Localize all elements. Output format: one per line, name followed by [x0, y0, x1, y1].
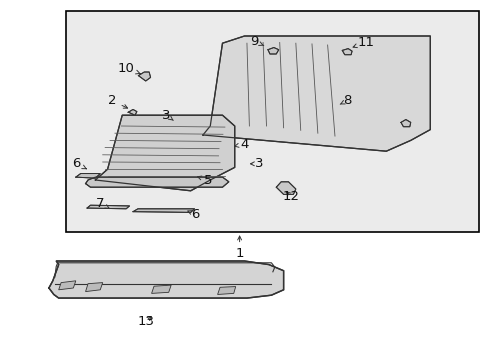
Polygon shape — [400, 120, 410, 127]
Text: 6: 6 — [72, 157, 86, 170]
Text: 12: 12 — [282, 190, 299, 203]
Polygon shape — [276, 182, 295, 194]
Text: 9: 9 — [249, 35, 263, 48]
Text: 5: 5 — [197, 174, 212, 186]
Polygon shape — [85, 283, 102, 292]
Polygon shape — [59, 281, 76, 290]
Text: 8: 8 — [340, 94, 351, 107]
Polygon shape — [95, 115, 234, 191]
Bar — [66, 11, 478, 232]
Polygon shape — [128, 109, 137, 115]
Polygon shape — [267, 48, 278, 54]
Text: 3: 3 — [162, 109, 173, 122]
Polygon shape — [76, 174, 100, 178]
Polygon shape — [85, 177, 228, 187]
Text: 1: 1 — [235, 236, 244, 260]
Text: 7: 7 — [96, 197, 109, 210]
Text: 13: 13 — [137, 315, 154, 328]
Text: 11: 11 — [352, 36, 373, 49]
Polygon shape — [151, 285, 171, 293]
Text: 4: 4 — [234, 138, 248, 150]
Text: 10: 10 — [118, 62, 140, 75]
Polygon shape — [133, 209, 194, 212]
Text: 2: 2 — [108, 94, 127, 108]
Text: 3: 3 — [250, 157, 263, 170]
Text: 6: 6 — [187, 208, 200, 221]
Polygon shape — [138, 72, 150, 81]
Polygon shape — [49, 261, 283, 298]
Polygon shape — [217, 287, 235, 294]
Polygon shape — [203, 36, 429, 151]
Polygon shape — [87, 205, 129, 209]
Polygon shape — [342, 49, 351, 55]
